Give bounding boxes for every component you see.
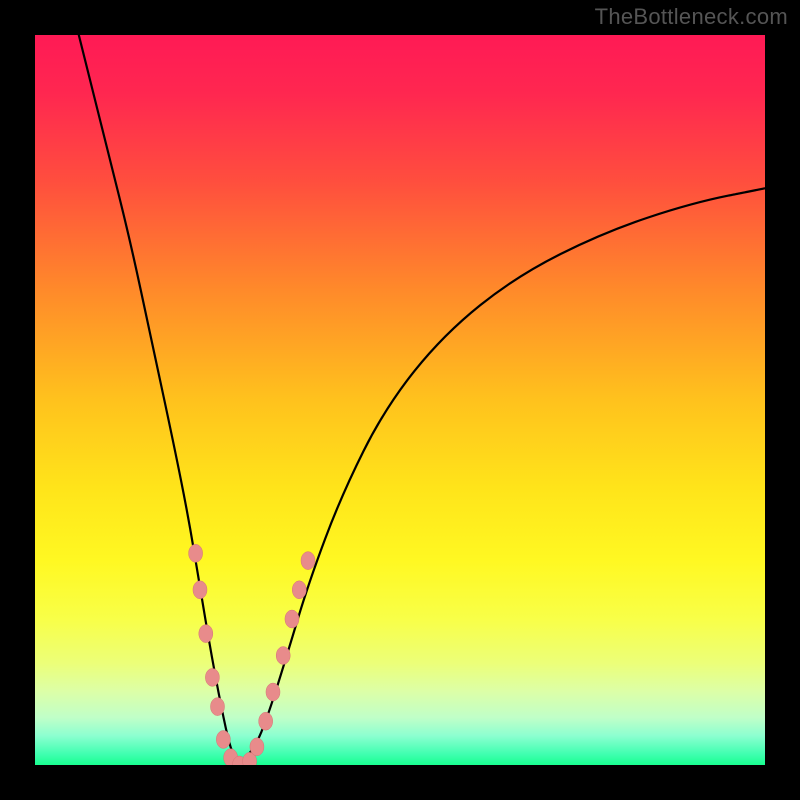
data-marker bbox=[266, 683, 280, 701]
data-marker bbox=[193, 581, 207, 599]
watermark-text: TheBottleneck.com bbox=[595, 4, 788, 30]
data-marker bbox=[216, 730, 230, 748]
data-marker bbox=[199, 625, 213, 643]
bottleneck-chart bbox=[0, 0, 800, 800]
data-marker bbox=[211, 698, 225, 716]
data-marker bbox=[301, 552, 315, 570]
gradient-background bbox=[35, 35, 765, 765]
data-marker bbox=[250, 738, 264, 756]
data-marker bbox=[276, 647, 290, 665]
data-marker bbox=[205, 668, 219, 686]
data-marker bbox=[189, 544, 203, 562]
data-marker bbox=[259, 712, 273, 730]
data-marker bbox=[285, 610, 299, 628]
data-marker bbox=[292, 581, 306, 599]
